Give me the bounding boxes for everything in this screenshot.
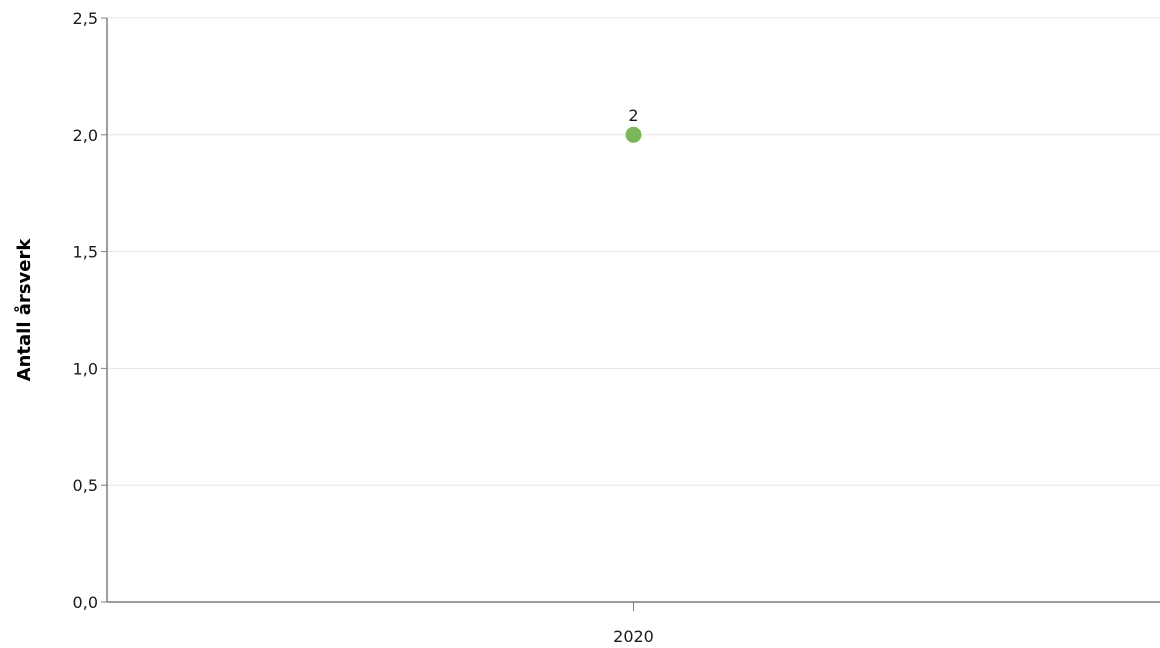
y-axis-ticks: 0,0 0,5 1,0 1,5 2,0 2,5 [73,9,107,612]
y-tick-label: 2,0 [73,126,98,145]
y-tick-label: 2,5 [73,9,98,28]
x-tick-label: 2020 [613,627,654,646]
y-tick-label: 1,0 [73,359,98,378]
x-axis-ticks: 2020 [613,602,654,646]
data-point[interactable] [625,126,642,143]
data-labels: 2 [628,106,638,125]
data-label: 2 [628,106,638,125]
y-axis-title: Antall årsverk [13,238,35,382]
grid-lines [107,17,1160,486]
y-tick-label: 0,5 [73,476,98,495]
data-points [625,126,642,143]
y-tick-label: 1,5 [73,243,98,262]
y-tick-label: 0,0 [73,593,98,612]
